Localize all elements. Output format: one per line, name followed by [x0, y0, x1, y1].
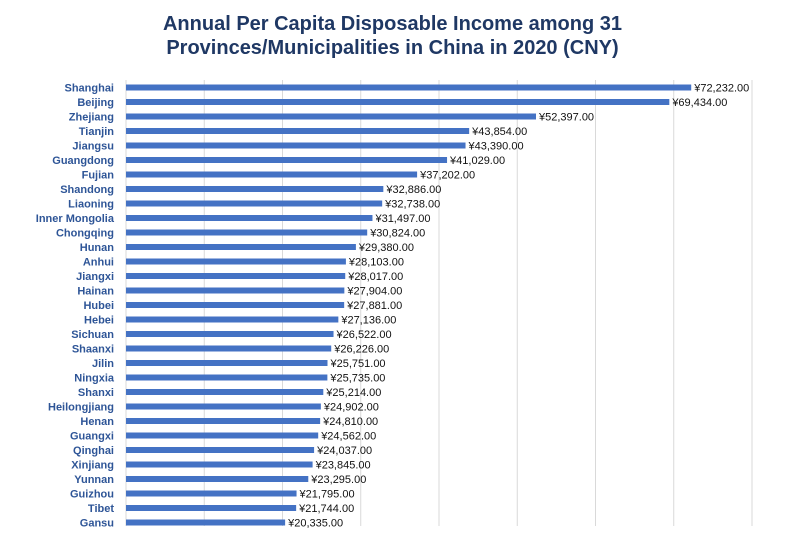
data-label: ¥25,214.00	[325, 387, 381, 399]
category-label: Inner Mongolia	[36, 213, 115, 225]
bar-fujian	[126, 171, 418, 178]
bar-jilin	[126, 360, 328, 366]
category-label: Shaanxi	[72, 344, 114, 356]
category-label: Xinjiang	[71, 460, 114, 472]
data-label: ¥24,902.00	[323, 402, 379, 414]
data-label: ¥27,881.00	[346, 300, 402, 312]
bar-layer	[126, 84, 692, 526]
bar-qinghai	[126, 447, 315, 453]
bar-ningxia	[126, 374, 328, 381]
bar-hubei	[126, 302, 345, 308]
category-label: Guizhou	[70, 489, 114, 501]
data-label: ¥23,845.00	[315, 460, 371, 472]
category-label: Hunan	[80, 242, 115, 254]
data-label: ¥21,795.00	[299, 489, 355, 501]
bar-hebei	[126, 316, 339, 323]
bar-anhui	[126, 258, 346, 265]
bar-guizhou	[126, 490, 297, 497]
data-label: ¥23,295.00	[310, 474, 366, 486]
category-label: Hainan	[77, 286, 114, 298]
chart-title-line-2: Provinces/Municipalities in China in 202…	[166, 37, 619, 59]
data-label: ¥24,810.00	[322, 416, 378, 428]
category-label: Guangxi	[70, 431, 114, 443]
data-label: ¥27,904.00	[346, 286, 402, 298]
category-label: Heilongjiang	[48, 402, 114, 414]
bar-guangxi	[126, 432, 319, 439]
data-label: ¥32,886.00	[385, 184, 441, 196]
bar-shaanxi	[126, 345, 332, 352]
data-label: ¥41,029.00	[449, 155, 505, 167]
bar-jiangsu	[126, 142, 466, 149]
bar-shanxi	[126, 389, 324, 395]
chart-title-line-1: Annual Per Capita Disposable Income amon…	[162, 13, 622, 35]
data-label: ¥43,854.00	[471, 126, 527, 138]
category-label: Liaoning	[68, 199, 114, 211]
data-label: ¥27,136.00	[340, 315, 396, 327]
category-label: Beijing	[77, 97, 114, 109]
bar-gansu	[126, 519, 286, 526]
chart-title: Annual Per Capita Disposable Income amon…	[0, 12, 785, 60]
category-label: Jiangsu	[72, 141, 114, 153]
bar-sichuan	[126, 331, 334, 337]
data-label: ¥26,522.00	[336, 329, 392, 341]
data-label: ¥30,824.00	[369, 228, 425, 240]
data-label: ¥43,390.00	[468, 141, 524, 153]
data-label: ¥29,380.00	[358, 242, 414, 254]
category-label: Hebei	[84, 315, 114, 327]
bar-henan	[126, 418, 321, 424]
bar-inner-mongolia	[126, 215, 373, 221]
data-label: ¥32,738.00	[384, 199, 440, 211]
bar-tianjin	[126, 128, 470, 134]
bar-heilongjiang	[126, 403, 321, 410]
bar-liaoning	[126, 200, 383, 207]
data-label: ¥31,497.00	[374, 213, 430, 225]
category-label: Chongqing	[56, 228, 114, 240]
data-label: ¥28,017.00	[347, 271, 403, 283]
category-label: Fujian	[82, 170, 115, 182]
bar-beijing	[126, 99, 670, 105]
bar-guangdong	[126, 157, 448, 163]
data-label: ¥69,434.00	[671, 97, 727, 109]
bar-hunan	[126, 244, 356, 250]
bar-hainan	[126, 287, 345, 294]
category-label: Tianjin	[79, 126, 115, 138]
category-label: Tibet	[88, 503, 114, 515]
category-label: Sichuan	[71, 329, 114, 341]
category-label: Shanghai	[64, 83, 114, 95]
category-label: Guangdong	[52, 155, 114, 167]
category-label: Hubei	[83, 300, 114, 312]
category-label: Henan	[80, 416, 114, 428]
data-label: ¥21,744.00	[298, 503, 354, 515]
data-label: ¥72,232.00	[693, 83, 749, 95]
category-label: Shandong	[60, 184, 114, 196]
bar-shanghai	[126, 84, 692, 91]
label-layer: Shanghai ¥72,232.00 Beijing ¥69,434.00 Zheji…	[36, 83, 750, 530]
category-label: Qinghai	[73, 445, 114, 457]
bar-zhejiang	[126, 113, 537, 120]
bar-yunnan	[126, 476, 309, 482]
category-label: Jilin	[92, 358, 114, 370]
category-label: Yunnan	[74, 474, 114, 486]
category-label: Ningxia	[74, 373, 115, 385]
bar-chongqing	[126, 229, 368, 236]
category-label: Gansu	[80, 518, 114, 530]
category-label: Zhejiang	[69, 112, 114, 124]
data-label: ¥26,226.00	[333, 344, 389, 356]
bar-tibet	[126, 505, 297, 511]
data-label: ¥25,751.00	[330, 358, 386, 370]
category-label: Shanxi	[78, 387, 114, 399]
category-label: Anhui	[83, 257, 114, 269]
data-label: ¥52,397.00	[538, 112, 594, 124]
bar-shandong	[126, 186, 384, 192]
data-label: ¥28,103.00	[348, 257, 404, 269]
data-label: ¥24,037.00	[316, 445, 372, 457]
data-label: ¥37,202.00	[419, 170, 475, 182]
bar-xinjiang	[126, 461, 313, 468]
bar-jiangxi	[126, 273, 346, 279]
data-label: ¥25,735.00	[329, 373, 385, 385]
data-label: ¥24,562.00	[320, 431, 376, 443]
category-label: Jiangxi	[76, 271, 114, 283]
data-label: ¥20,335.00	[287, 518, 343, 530]
